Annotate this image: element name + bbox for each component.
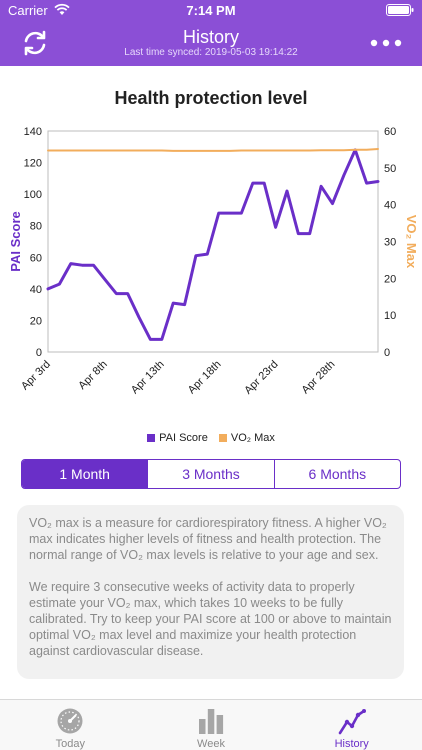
tab-today[interactable]: Today <box>0 700 141 750</box>
y-left-tick-label: 0 <box>36 347 42 359</box>
y-right-tick-label: 50 <box>384 163 396 175</box>
speedometer-icon <box>57 708 83 734</box>
bar-chart-icon <box>199 709 224 734</box>
trend-line-icon <box>338 709 366 735</box>
y-left-tick-label: 120 <box>24 158 42 170</box>
vo2-max-line <box>47 148 379 152</box>
y-right-tick-label: 40 <box>384 200 396 212</box>
segment-6-months[interactable]: 6 Months <box>308 466 367 482</box>
tab-week-label: Week <box>197 738 225 750</box>
carrier-label: Carrier <box>8 3 48 18</box>
legend-vo2-label: VO₂ Max <box>230 432 275 444</box>
wifi-icon <box>54 3 70 15</box>
more-icon[interactable] <box>370 34 402 52</box>
y-left-tick-label: 140 <box>24 126 42 138</box>
chart-legend: PAI Score VO₂ Max <box>0 432 422 445</box>
chart-title: Health protection level <box>114 88 308 108</box>
legend-item-vo2: VO₂ Max <box>218 432 275 444</box>
info-card: VO₂ max is a measure for cardiorespirato… <box>17 505 404 679</box>
sync-icon[interactable] <box>20 28 50 58</box>
x-tick-label: Apr 23rd <box>242 358 280 396</box>
y-left-tick-label: 40 <box>30 284 42 296</box>
y-right-tick-label: 0 <box>384 347 390 359</box>
page-title: History <box>182 27 239 47</box>
pai-score-line <box>46 148 380 341</box>
info-paragraph-1: VO₂ max is a measure for cardiorespirato… <box>29 516 387 562</box>
y-right-tick-label: 10 <box>384 310 396 322</box>
tab-history-label: History <box>334 738 369 750</box>
tab-bar: Today Week History <box>0 699 422 750</box>
y-right-tick-label: 60 <box>384 126 396 138</box>
y-left-axis-title: PAI Score <box>8 211 23 271</box>
x-tick-label: Apr 3rd <box>19 358 53 392</box>
x-tick-label: Apr 28th <box>300 358 338 396</box>
period-segment-control: 1 Month 3 Months 6 Months <box>21 459 401 489</box>
x-tick-label: Apr 8th <box>76 358 110 392</box>
x-tick-label: Apr 13th <box>129 358 167 396</box>
y-right-tick-label: 20 <box>384 273 396 285</box>
segment-3-months[interactable]: 3 Months <box>148 460 275 488</box>
segment-1-month[interactable]: 1 Month <box>22 460 149 488</box>
info-paragraph-2: We require 3 consecutive weeks of activi… <box>29 580 392 658</box>
y-right-axis-title: VO₂ Max <box>404 215 419 269</box>
battery-icon <box>386 4 414 16</box>
pai-swatch <box>147 434 156 442</box>
legend-pai-label: PAI Score <box>159 432 208 444</box>
health-chart: 0 20 40 60 80 100 120 140 0 10 20 30 40 50 60 PAI Score… <box>8 126 419 397</box>
plot-frame <box>47 130 379 353</box>
y-left-tick-label: 60 <box>30 252 42 264</box>
y-right-tick-label: 30 <box>384 237 396 249</box>
status-time: 7:14 PM <box>186 3 236 18</box>
last-synced-label: Last time synced: 2019-05-03 19:14:22 <box>124 47 298 58</box>
y-left-tick-label: 20 <box>30 315 42 327</box>
tab-history[interactable]: History <box>281 700 422 750</box>
tab-today-label: Today <box>55 738 86 750</box>
tab-week[interactable]: Week <box>141 700 282 750</box>
status-bar: Carrier 7:14 PM <box>0 0 422 20</box>
vo2-swatch <box>218 434 227 442</box>
y-left-tick-label: 100 <box>24 189 42 201</box>
x-tick-label: Apr 18th <box>186 358 224 396</box>
app-header: Carrier 7:14 PM History Last time synced… <box>0 0 422 66</box>
y-left-tick-label: 80 <box>30 221 42 233</box>
legend-item-pai: PAI Score <box>147 432 208 444</box>
